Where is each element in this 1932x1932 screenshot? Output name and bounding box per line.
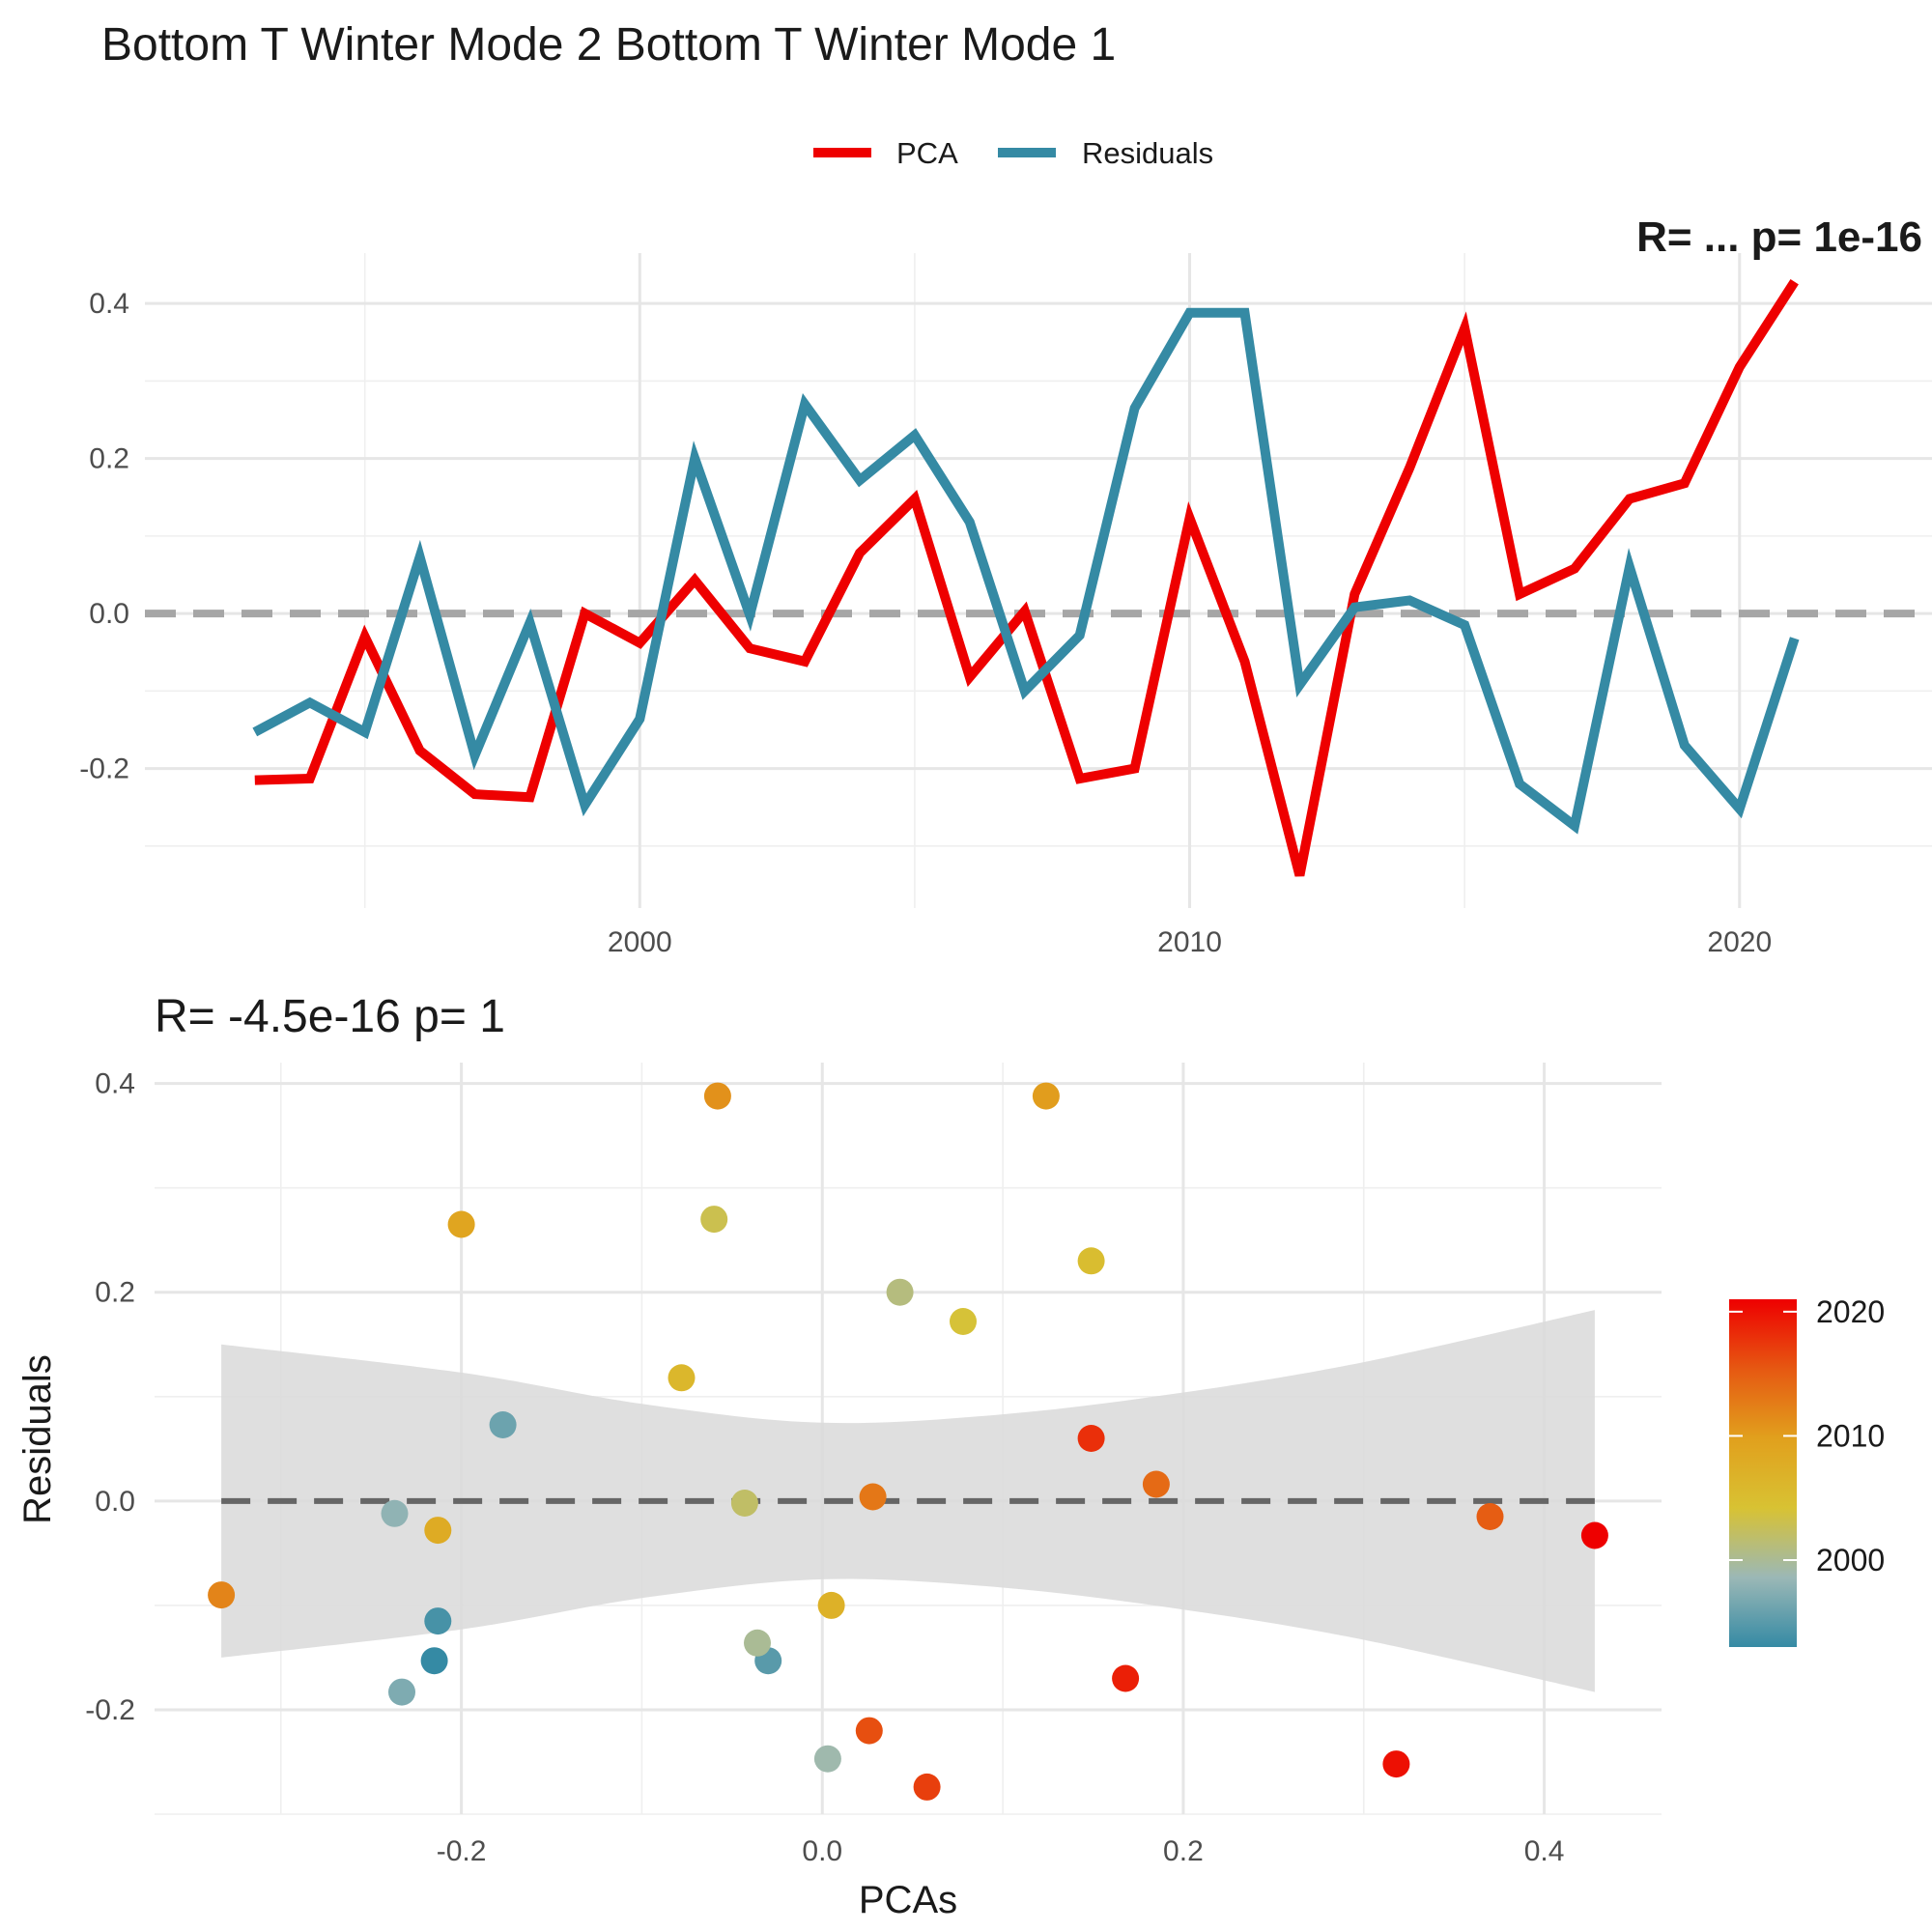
top-panel: 2000 2010 2020 -0.2 0.0 0.2 0.4 R= ... p= 1e-1… bbox=[79, 213, 1932, 958]
y-tick-label: -0.2 bbox=[79, 753, 129, 785]
color-tick-label: 2020 bbox=[1816, 1294, 1885, 1329]
color-tick-label: 2000 bbox=[1816, 1543, 1885, 1577]
scatter-point bbox=[950, 1308, 977, 1335]
scatter-point bbox=[913, 1773, 941, 1801]
series-line-residuals bbox=[252, 307, 1800, 835]
y-tick-label: 0.2 bbox=[95, 1277, 135, 1309]
y-tick-label: 0.4 bbox=[95, 1068, 135, 1100]
top-series bbox=[252, 278, 1800, 877]
y-tick-label: 0.2 bbox=[89, 443, 129, 475]
legend-label-pca: PCA bbox=[896, 136, 958, 170]
scatter-point bbox=[730, 1490, 758, 1517]
scatter-point bbox=[1476, 1503, 1504, 1530]
scatter-point bbox=[813, 1745, 841, 1773]
x-tick-label: 0.4 bbox=[1524, 1835, 1565, 1867]
scatter-point bbox=[420, 1647, 448, 1675]
scatter-point bbox=[1032, 1082, 1060, 1110]
scatter-point bbox=[1077, 1425, 1105, 1452]
y-tick-label: 0.0 bbox=[95, 1486, 135, 1518]
scatter-point bbox=[424, 1607, 452, 1635]
x-tick-label: 0.0 bbox=[802, 1835, 842, 1867]
color-legend: 2000 2010 2020 bbox=[1729, 1294, 1885, 1647]
y-axis-title: Residuals bbox=[16, 1354, 59, 1524]
scatter-point bbox=[886, 1278, 914, 1306]
scatter-point bbox=[744, 1629, 771, 1657]
scatter-point bbox=[700, 1206, 728, 1234]
legend-label-residuals: Residuals bbox=[1082, 136, 1213, 170]
top-tick-labels: 2000 2010 2020 -0.2 0.0 0.2 0.4 bbox=[79, 288, 1772, 958]
confidence-band bbox=[221, 1310, 1595, 1692]
x-tick-label: -0.2 bbox=[437, 1835, 487, 1867]
page-title: Bottom T Winter Mode 2 Bottom T Winter M… bbox=[101, 19, 1116, 71]
corner-label: R= ... p= 1e-16 bbox=[1636, 213, 1922, 261]
legend: PCA Residuals bbox=[813, 136, 1213, 170]
scatter-point bbox=[1580, 1521, 1608, 1549]
scatter-point bbox=[424, 1517, 452, 1545]
scatter-title: R= -4.5e-16 p= 1 bbox=[155, 991, 505, 1042]
y-tick-label: 0.4 bbox=[89, 288, 129, 320]
color-bar-ticks: 2000 2010 2020 bbox=[1729, 1294, 1885, 1577]
scatter-point bbox=[668, 1364, 696, 1392]
y-tick-label: 0.0 bbox=[89, 598, 129, 630]
scatter-point bbox=[855, 1717, 883, 1745]
scatter-point bbox=[388, 1678, 415, 1706]
scatter-point bbox=[703, 1082, 731, 1110]
scatter-point bbox=[381, 1499, 409, 1527]
x-axis-title: PCAs bbox=[859, 1879, 957, 1921]
color-tick-label: 2010 bbox=[1816, 1418, 1885, 1453]
x-tick-label: 2010 bbox=[1157, 926, 1222, 958]
bottom-tick-labels: -0.2 0.0 0.2 0.4 -0.2 0.0 0.2 0.4 bbox=[85, 1068, 1564, 1867]
scatter-point bbox=[489, 1411, 517, 1438]
bottom-panel: R= -4.5e-16 p= 1 -0.2 0.0 0.2 0.4 -0.2 0.0 0.2… bbox=[16, 991, 1662, 1921]
y-tick-label: -0.2 bbox=[85, 1694, 135, 1726]
x-tick-label: 0.2 bbox=[1163, 1835, 1204, 1867]
scatter-point bbox=[208, 1581, 236, 1609]
scatter-point bbox=[1382, 1750, 1410, 1778]
scatter-points bbox=[208, 1082, 1608, 1801]
scatter-point bbox=[447, 1210, 475, 1238]
scatter-point bbox=[1112, 1664, 1140, 1692]
scatter-point bbox=[859, 1483, 887, 1511]
scatter-point bbox=[817, 1591, 845, 1619]
x-tick-label: 2000 bbox=[608, 926, 672, 958]
scatter-point bbox=[1142, 1470, 1170, 1498]
color-bar bbox=[1729, 1299, 1797, 1647]
series-line-pca bbox=[254, 278, 1799, 877]
scatter-point bbox=[1077, 1247, 1105, 1275]
x-tick-label: 2020 bbox=[1707, 926, 1772, 958]
